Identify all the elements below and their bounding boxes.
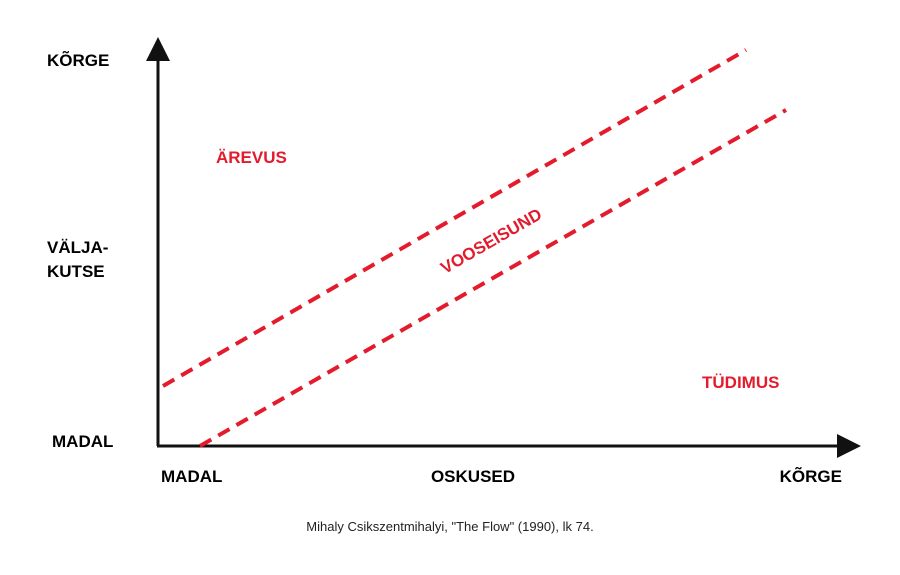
y-axis-challenge-label-line1: VÄLJA-	[47, 238, 108, 257]
y-axis-high-label: KÕRGE	[47, 50, 109, 70]
lower-channel-boundary	[199, 108, 787, 448]
y-axis-low-label: MADAL	[52, 432, 113, 451]
zone-anxiety-label: ÄREVUS	[216, 148, 287, 167]
source-caption: Mihaly Csikszentmihalyi, "The Flow" (199…	[306, 519, 593, 534]
upper-channel-boundary	[162, 48, 747, 388]
zone-flow-label: VOOSEISUND	[437, 205, 545, 278]
x-axis-low-label: MADAL	[161, 467, 222, 486]
x-axis-skills-label: OSKUSED	[431, 467, 515, 486]
zone-boredom-label: TÜDIMUS	[702, 373, 779, 392]
x-axis-high-label: KÕRGE	[780, 466, 842, 486]
y-axis-challenge-label-line2: KUTSE	[47, 262, 105, 281]
